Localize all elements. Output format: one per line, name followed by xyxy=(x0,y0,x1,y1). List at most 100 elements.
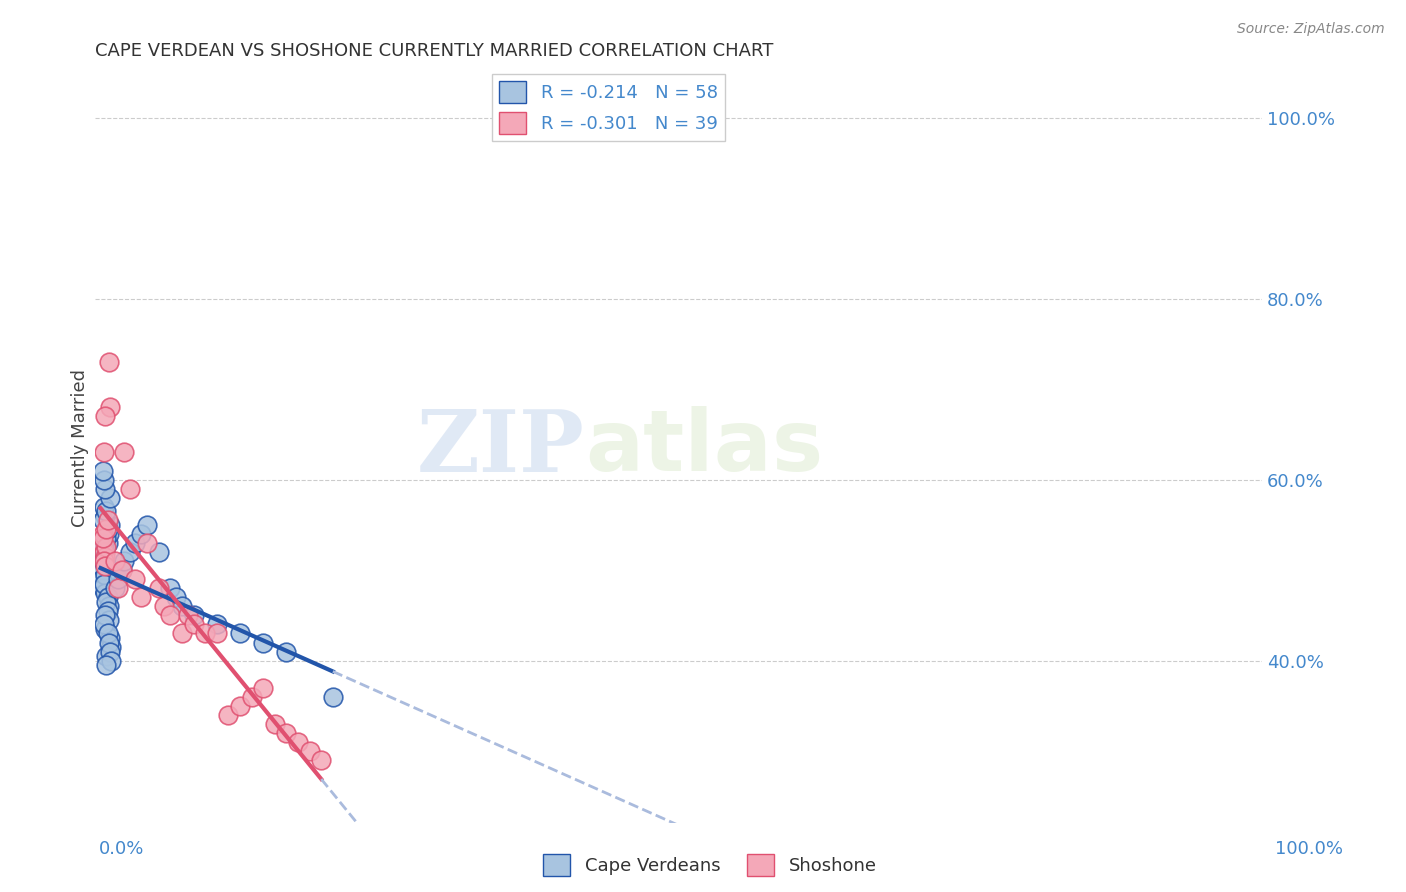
Point xyxy=(287,735,309,749)
Point xyxy=(93,617,115,632)
Point xyxy=(229,626,252,640)
Point xyxy=(96,558,118,573)
Point xyxy=(93,554,115,568)
Point xyxy=(97,513,120,527)
Point xyxy=(97,604,120,618)
Point xyxy=(183,608,205,623)
Point xyxy=(93,545,115,559)
Point xyxy=(97,591,120,605)
Point xyxy=(103,581,125,595)
Point xyxy=(98,644,121,658)
Point xyxy=(97,522,120,536)
Point xyxy=(96,541,118,555)
Point xyxy=(263,717,285,731)
Point xyxy=(107,581,129,595)
Point xyxy=(91,581,114,595)
Point xyxy=(94,586,117,600)
Point xyxy=(205,617,228,632)
Point xyxy=(97,613,120,627)
Point xyxy=(110,563,132,577)
Point xyxy=(93,541,115,555)
Point xyxy=(229,698,252,713)
Point xyxy=(96,504,118,518)
Point xyxy=(90,572,112,586)
Point xyxy=(100,640,122,654)
Point xyxy=(94,558,117,573)
Point xyxy=(110,563,132,577)
Text: 0.0%: 0.0% xyxy=(98,840,143,858)
Point xyxy=(136,536,159,550)
Text: atlas: atlas xyxy=(585,407,824,490)
Point xyxy=(159,581,181,595)
Point xyxy=(98,631,121,645)
Legend: Cape Verdeans, Shoshone: Cape Verdeans, Shoshone xyxy=(536,847,884,883)
Text: Source: ZipAtlas.com: Source: ZipAtlas.com xyxy=(1237,22,1385,37)
Point xyxy=(97,635,120,649)
Point xyxy=(93,576,115,591)
Point xyxy=(153,599,176,614)
Y-axis label: Currently Married: Currently Married xyxy=(72,369,89,527)
Point xyxy=(94,567,117,582)
Text: ZIP: ZIP xyxy=(418,406,585,490)
Legend: R = -0.214   N = 58, R = -0.301   N = 39: R = -0.214 N = 58, R = -0.301 N = 39 xyxy=(492,74,725,142)
Point xyxy=(97,626,120,640)
Point xyxy=(91,527,114,541)
Point xyxy=(94,622,117,636)
Point xyxy=(90,536,112,550)
Point xyxy=(322,690,344,704)
Point xyxy=(93,500,115,514)
Point xyxy=(276,644,298,658)
Point xyxy=(118,482,141,496)
Point xyxy=(148,581,170,595)
Point xyxy=(124,536,146,550)
Text: 100.0%: 100.0% xyxy=(1275,840,1343,858)
Point xyxy=(252,635,274,649)
Point xyxy=(103,554,125,568)
Point xyxy=(100,654,122,668)
Point xyxy=(91,464,114,478)
Point xyxy=(165,591,187,605)
Point xyxy=(252,681,274,695)
Point xyxy=(276,726,298,740)
Point xyxy=(309,753,332,767)
Point xyxy=(93,473,115,487)
Point xyxy=(96,658,118,673)
Point xyxy=(129,591,152,605)
Point xyxy=(129,527,152,541)
Point xyxy=(96,522,118,536)
Point xyxy=(93,445,115,459)
Point xyxy=(112,445,135,459)
Point xyxy=(97,355,120,369)
Point xyxy=(118,545,141,559)
Point xyxy=(94,608,117,623)
Point xyxy=(97,536,120,550)
Point xyxy=(298,744,321,758)
Point xyxy=(98,517,121,532)
Point xyxy=(94,482,117,496)
Point xyxy=(194,626,217,640)
Point xyxy=(96,649,118,664)
Point xyxy=(136,517,159,532)
Point xyxy=(217,707,239,722)
Point xyxy=(170,599,193,614)
Point xyxy=(91,563,114,577)
Point xyxy=(91,532,114,546)
Point xyxy=(98,491,121,505)
Point xyxy=(91,513,114,527)
Point xyxy=(112,554,135,568)
Point xyxy=(97,599,120,614)
Point xyxy=(94,549,117,564)
Point xyxy=(94,409,117,424)
Point xyxy=(94,508,117,523)
Point xyxy=(205,626,228,640)
Point xyxy=(170,626,193,640)
Point xyxy=(96,532,118,546)
Text: CAPE VERDEAN VS SHOSHONE CURRENTLY MARRIED CORRELATION CHART: CAPE VERDEAN VS SHOSHONE CURRENTLY MARRI… xyxy=(94,42,773,60)
Point xyxy=(240,690,263,704)
Point xyxy=(94,545,117,559)
Point xyxy=(124,572,146,586)
Point xyxy=(96,595,118,609)
Point xyxy=(93,554,115,568)
Point xyxy=(176,608,198,623)
Point xyxy=(107,572,129,586)
